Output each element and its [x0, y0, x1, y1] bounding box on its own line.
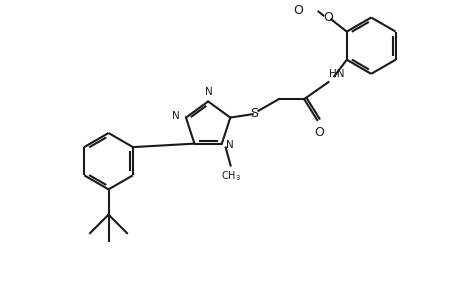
Text: S: S [249, 107, 257, 120]
Text: O: O [293, 4, 303, 17]
Text: N: N [226, 140, 234, 150]
Text: N: N [172, 111, 180, 121]
Text: CH$_3$: CH$_3$ [221, 169, 241, 183]
Text: N: N [204, 87, 212, 97]
Text: O: O [323, 11, 333, 23]
Text: O: O [313, 126, 324, 139]
Text: HN: HN [328, 69, 344, 79]
